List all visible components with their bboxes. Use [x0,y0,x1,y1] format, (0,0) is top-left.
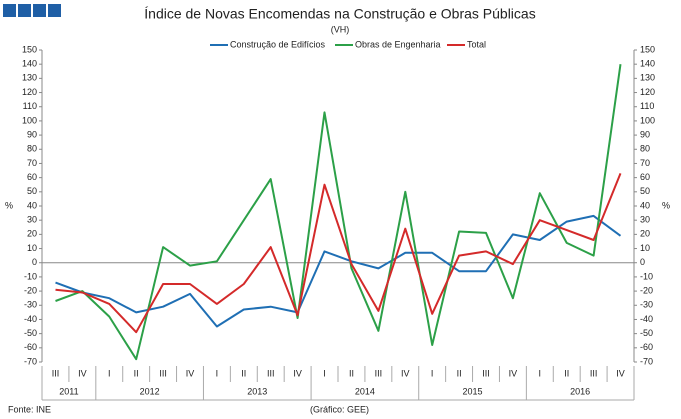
y-tick-label: -60 [24,342,37,352]
y2-tick-label: -60 [640,342,653,352]
y2-tick-label: -40 [640,314,653,324]
y2-tick-label: 130 [640,73,655,83]
x-tick-label: I [539,368,542,378]
y-tick-label: 70 [27,158,37,168]
y-tick-label: -30 [24,300,37,310]
y2-tick-label: 90 [640,129,650,139]
y2-tick-label: -30 [640,300,653,310]
y2-tick-label: 60 [640,172,650,182]
legend-label: Total [467,39,486,49]
series-line [55,64,622,361]
x-tick-label: IV [186,368,195,378]
x-tick-label: IV [401,368,410,378]
y2-tick-label: -20 [640,285,653,295]
y2-tick-label: 110 [640,101,654,111]
chart-title: Índice de Novas Encomendas na Construção… [144,6,535,22]
y2-tick-label: 120 [640,87,655,97]
y2-tick-label: -70 [640,356,653,366]
y2-tick-label: 70 [640,158,650,168]
x-tick-label: III [52,368,60,378]
y2-tick-label: 0 [640,257,645,267]
x-tick-label: I [216,368,219,378]
y2-tick-label: 30 [640,215,650,225]
y2-tick-label: 10 [640,243,650,253]
y2-tick-label: 150 [640,44,655,54]
x-tick-label: I [431,368,434,378]
y2-axis-label: % [662,200,670,210]
y2-tick-label: 80 [640,144,650,154]
y-tick-label: -20 [24,285,37,295]
y-tick-label: 110 [23,101,37,111]
series-line [55,173,622,334]
credit: (Gráfico: GEE) [310,404,369,414]
y2-tick-label: 100 [640,115,655,125]
y-tick-label: 90 [27,129,37,139]
y-tick-label: 10 [27,243,37,253]
series-line [55,214,622,328]
y-tick-label: 30 [27,215,37,225]
y-tick-label: 100 [22,115,37,125]
y2-tick-label: -10 [640,271,653,281]
y-tick-label: 120 [22,87,37,97]
year-label: 2015 [463,386,483,396]
x-tick-label: II [241,368,246,378]
y2-tick-label: 50 [640,186,650,196]
y-tick-label: -50 [24,328,37,338]
x-tick-label: IV [616,368,625,378]
x-tick-label: I [323,368,326,378]
y2-tick-label: 140 [640,59,655,69]
year-label: 2012 [140,386,160,396]
x-tick-label: IV [78,368,87,378]
legend-label: Construção de Edifícios [230,39,326,49]
x-tick-label: IV [509,368,518,378]
x-tick-label: IV [293,368,302,378]
y2-tick-label: 20 [640,229,650,239]
year-label: 2014 [355,386,375,396]
x-tick-label: III [159,368,167,378]
x-tick-label: III [267,368,275,378]
y-tick-label: 40 [27,200,37,210]
x-tick-label: II [349,368,354,378]
chart-subtitle: (VH) [331,24,350,34]
x-tick-label: III [590,368,598,378]
year-label: 2011 [59,386,78,396]
year-label: 2016 [570,386,590,396]
y-axis-label: % [5,200,13,210]
y-tick-label: 20 [27,229,37,239]
year-label: 2013 [247,386,267,396]
y2-tick-label: 40 [640,200,650,210]
x-tick-label: II [564,368,569,378]
y-tick-label: 0 [32,257,37,267]
y-tick-label: 130 [22,73,37,83]
x-tick-label: II [134,368,139,378]
y-tick-label: 80 [27,144,37,154]
y-tick-label: 50 [27,186,37,196]
legend-label: Obras de Engenharia [355,39,441,49]
x-tick-label: III [375,368,383,378]
y-tick-label: -70 [24,356,37,366]
y2-tick-label: -50 [640,328,653,338]
x-tick-label: I [108,368,111,378]
y-tick-label: 140 [22,59,37,69]
x-tick-label: II [457,368,462,378]
y-tick-label: -10 [24,271,37,281]
y-tick-label: 60 [27,172,37,182]
source: Fonte: INE [8,404,51,414]
logo [3,4,61,17]
y-tick-label: -40 [24,314,37,324]
x-tick-label: III [482,368,490,378]
y-tick-label: 150 [22,44,37,54]
